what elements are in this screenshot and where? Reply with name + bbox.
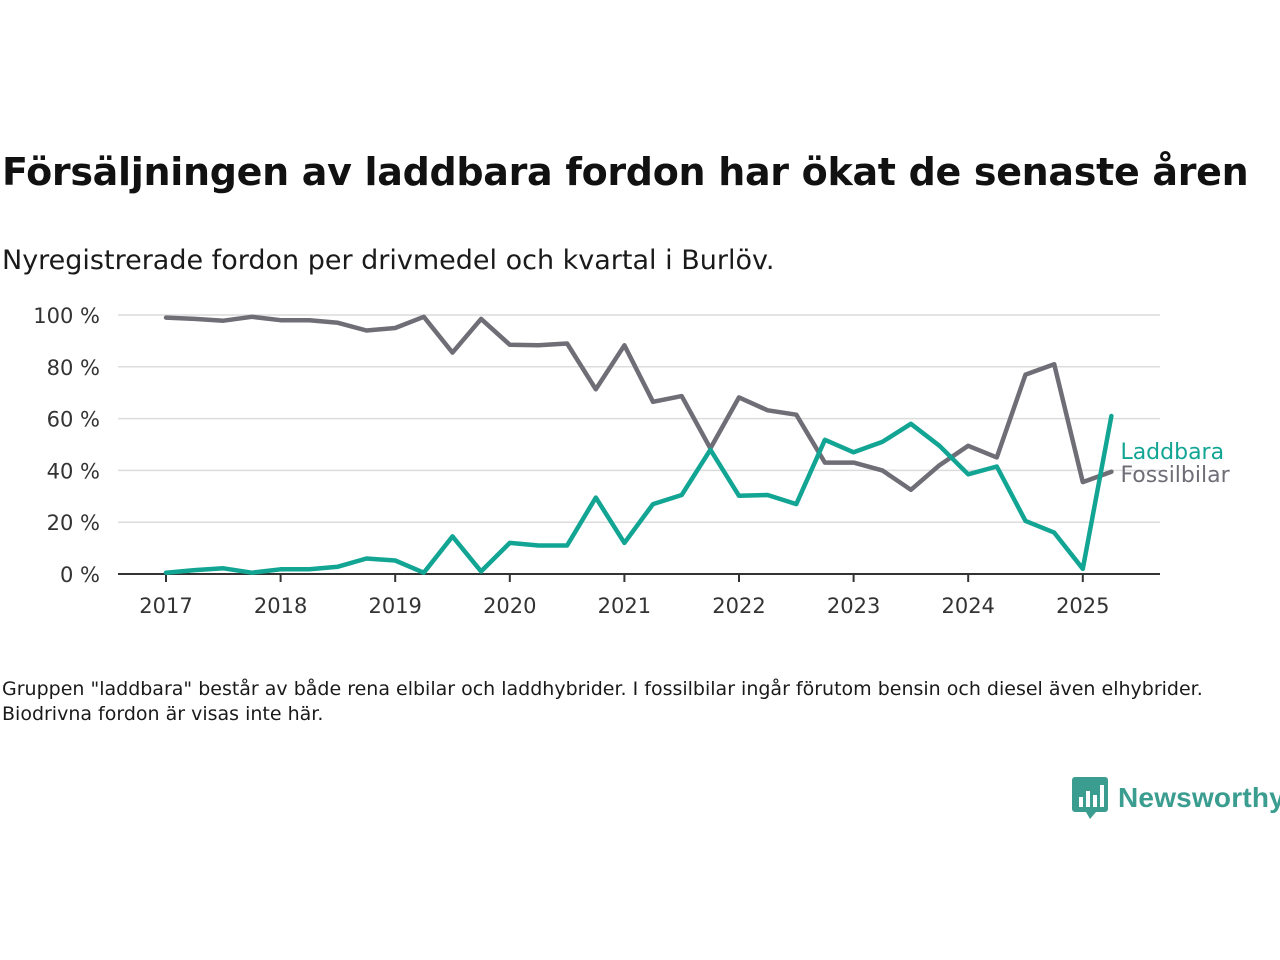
- x-tick-label: 2020: [483, 594, 536, 618]
- y-tick-label: 60 %: [47, 408, 100, 432]
- series-lines: [163, 314, 1114, 575]
- y-tick-label: 20 %: [47, 511, 100, 535]
- line-chart: 0 % 20 % 40 % 60 % 80 % 100 % 2017 2018 2019 202…: [33, 304, 1230, 618]
- x-tick-label: 2024: [941, 594, 994, 618]
- y-tick-label: 100 %: [33, 304, 100, 328]
- y-axis-ticks: 0 % 20 % 40 % 60 % 80 % 100 %: [33, 304, 100, 587]
- y-tick-label: 0 %: [60, 563, 100, 587]
- x-tick-label: 2022: [712, 594, 765, 618]
- chart-subtitle: Nyregistrerade fordon per drivmedel och …: [2, 245, 775, 276]
- y-tick-label: 80 %: [47, 356, 100, 380]
- x-tick-label: 2025: [1056, 594, 1109, 618]
- footnote: Gruppen "laddbara" består av både rena e…: [2, 678, 1203, 725]
- brand-logo: Newsworthy: [1072, 776, 1280, 820]
- x-tick-label: 2017: [139, 594, 192, 618]
- x-tick-label: 2023: [827, 594, 880, 618]
- y-tick-label: 40 %: [47, 459, 100, 483]
- gridlines: [118, 314, 1160, 523]
- x-tick-label: 2021: [598, 594, 651, 618]
- series-line-laddbara: [163, 413, 1114, 575]
- brand-name: Newsworthy: [1118, 782, 1280, 813]
- series-label-laddbara: Laddbara: [1120, 440, 1224, 465]
- newsworthy-logo-icon: [1072, 777, 1108, 819]
- x-tick-label: 2019: [368, 594, 421, 618]
- series-line-fossilbilar: [163, 314, 1114, 493]
- x-axis: 2017 2018 2019 2020 2021 2022 2023 2024 2025: [118, 573, 1160, 618]
- series-label-fossilbilar: Fossilbilar: [1120, 463, 1230, 488]
- page-title: Försäljningen av laddbara fordon har öka…: [2, 150, 1249, 194]
- x-tick-label: 2018: [254, 594, 307, 618]
